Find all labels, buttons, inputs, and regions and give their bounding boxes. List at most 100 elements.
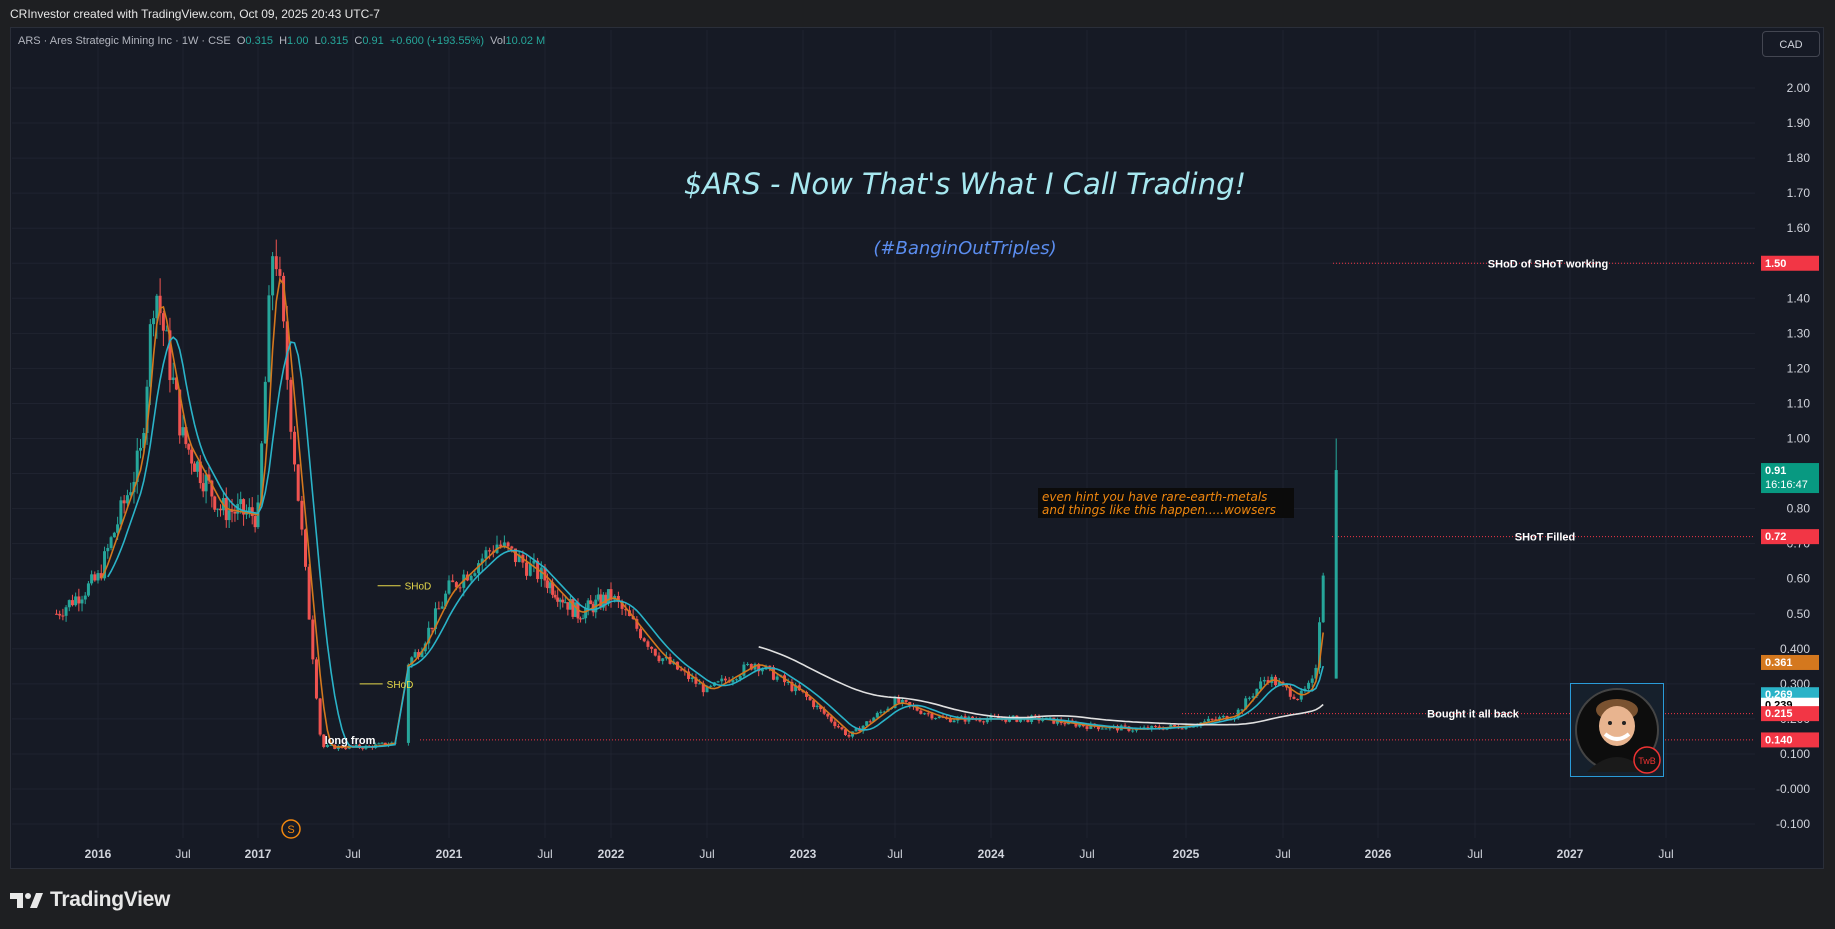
candle-body (152, 318, 156, 325)
ma-fast-line (100, 277, 1324, 748)
close-label: C (354, 35, 363, 47)
chart-title: $ARS - Now That's What I Call Trading! (684, 167, 1246, 201)
top-credit-bar: CRInvestor created with TradingView.com,… (0, 0, 1835, 26)
candle-body (661, 658, 665, 662)
candle-body (822, 709, 826, 714)
time-tick-label: Jul (1079, 847, 1094, 861)
time-tick-label: 2016 (85, 847, 112, 861)
candle-body (738, 675, 742, 680)
candle-body (532, 560, 536, 564)
candle-body (469, 575, 473, 581)
candle-body (571, 599, 575, 617)
candle-body (982, 721, 986, 723)
candle-body (96, 573, 100, 581)
symbol-legend[interactable]: ARS · Ares Strategic Mining Inc · 1W · C… (18, 35, 545, 47)
candle-body (875, 712, 879, 718)
candle-body (1085, 726, 1089, 729)
candle-body (558, 599, 562, 602)
candle-body (174, 377, 178, 390)
candle-body (1274, 676, 1278, 686)
dividend-s-icon[interactable]: S (281, 819, 301, 839)
candle-body (1131, 730, 1135, 732)
tradingview-brand: TradingView (50, 888, 171, 911)
candle-body (304, 529, 307, 567)
price-tick-label: 0.50 (1787, 607, 1811, 621)
candle-body (698, 683, 702, 685)
candle-body (307, 566, 311, 620)
price-tick-label: 1.90 (1787, 116, 1811, 130)
candle-body (263, 381, 267, 444)
candle-body (168, 330, 172, 381)
candle-body (919, 710, 923, 714)
symbol-name[interactable]: ARS · Ares Strategic Mining Inc · 1W · C… (18, 35, 231, 47)
candle-body (865, 721, 869, 726)
time-tick-label: 2027 (1557, 847, 1584, 861)
candle-body (908, 702, 912, 706)
candle-body (1142, 727, 1146, 729)
candle-body (454, 582, 458, 588)
candle-body (171, 377, 175, 381)
candle-body (897, 697, 901, 703)
candle-body (216, 508, 220, 510)
candle-body (233, 511, 237, 514)
time-tick-label: 2021 (436, 847, 463, 861)
candle-body (930, 713, 934, 719)
candle-body (517, 554, 521, 563)
candle-body (289, 379, 293, 432)
candle-body (687, 671, 691, 679)
candle-body (840, 727, 844, 730)
open-label: O (236, 35, 246, 47)
candle-body (1218, 717, 1222, 720)
candle-body (573, 602, 577, 617)
candle-body (579, 618, 583, 620)
candle-body (882, 711, 886, 713)
candle-body (83, 595, 87, 600)
currency-button[interactable]: CAD (1762, 31, 1820, 57)
candle-body (624, 608, 628, 611)
candle-body (978, 719, 982, 722)
price-tag (1761, 463, 1819, 494)
candle-body (843, 729, 847, 735)
candle-body (430, 627, 434, 629)
candle-body (201, 483, 205, 492)
candle-body (329, 744, 333, 746)
candle-body (506, 542, 510, 547)
candle-body (1259, 681, 1263, 689)
candle-body (805, 692, 809, 697)
candle-body (525, 562, 529, 576)
candle-body (1123, 725, 1127, 727)
candle-body (282, 275, 286, 322)
candle-body (413, 652, 417, 658)
price-tick-label: 2.00 (1787, 81, 1811, 95)
candle-body (318, 698, 322, 735)
tradingview-footer[interactable]: TradingView (10, 888, 170, 912)
price-tag (1761, 255, 1819, 271)
candle-body (139, 447, 142, 451)
candle-body (242, 499, 246, 515)
candle-body (539, 567, 543, 580)
candle-body (1154, 725, 1158, 727)
chart-panel[interactable] (10, 27, 1824, 869)
candle-body (1074, 722, 1078, 727)
price-tag-label: 1.50 (1765, 258, 1786, 270)
candle-body (1026, 717, 1030, 723)
candle-body (187, 444, 191, 450)
candle-body (915, 706, 919, 711)
candle-body (847, 734, 851, 737)
candle-body (1251, 696, 1255, 698)
candle-body (351, 745, 355, 747)
time-tick-label: 2024 (978, 847, 1005, 861)
candle-body (383, 742, 387, 746)
candle-body (768, 665, 772, 668)
candle-body (746, 663, 750, 665)
candle-body (278, 269, 282, 276)
candle-body (112, 532, 116, 538)
candle-body (451, 580, 455, 583)
candle-body (420, 651, 424, 657)
candle-body (325, 745, 329, 747)
candle-body (731, 679, 735, 683)
candle-body (812, 700, 816, 708)
candle-body (771, 667, 775, 680)
candle-body (148, 324, 152, 387)
